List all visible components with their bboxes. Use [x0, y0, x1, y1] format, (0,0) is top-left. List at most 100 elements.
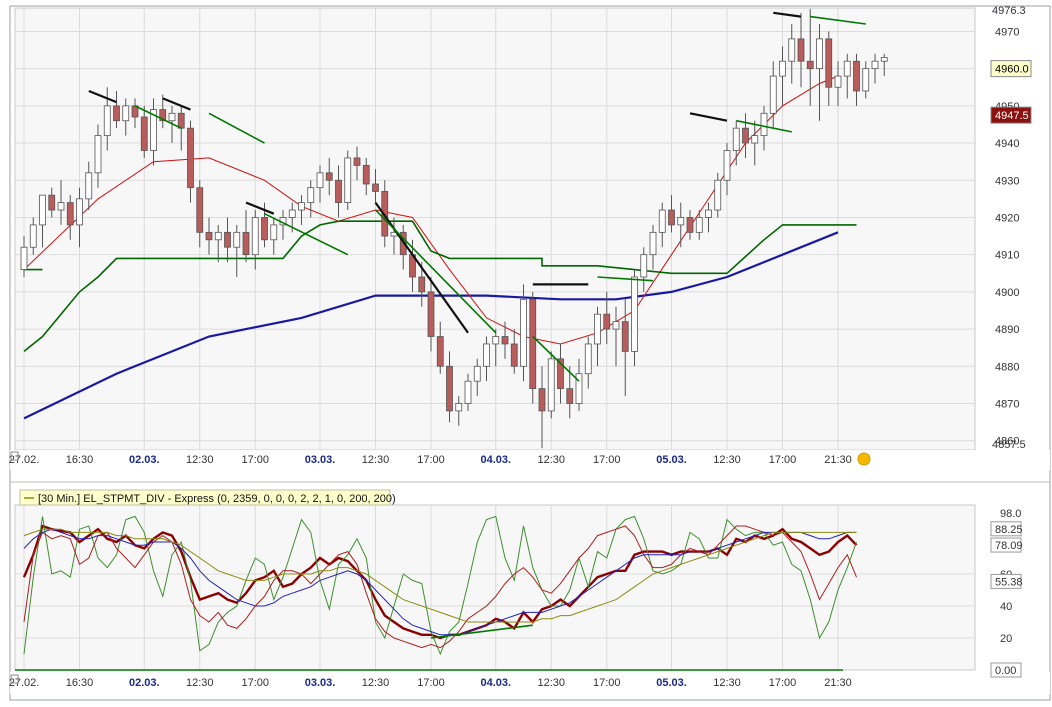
candle — [298, 195, 305, 225]
indicator-series-line-3 — [23, 528, 857, 636]
candle-body — [584, 343, 592, 375]
price-x-tick-label: 12:30 — [537, 454, 565, 466]
candle — [631, 269, 638, 367]
candle-body — [362, 164, 370, 185]
candle — [695, 210, 703, 240]
price-trendline — [208, 112, 265, 144]
candle — [150, 98, 157, 166]
candle-body — [473, 365, 481, 382]
indicator-marker-box — [990, 521, 1022, 537]
price-y-tick-label: 4860 — [995, 436, 1019, 448]
candle-body — [436, 336, 444, 367]
candle — [788, 23, 796, 84]
price-trendline — [264, 212, 349, 256]
price-series-line-1 — [23, 75, 839, 345]
price-x-tick-label: 04.03. — [480, 454, 511, 466]
price-trendline — [374, 201, 469, 334]
candle-body — [714, 179, 722, 211]
candle-body — [529, 298, 537, 390]
candle — [233, 224, 241, 277]
indicator-x-tick-label: 17:00 — [769, 677, 797, 689]
price-x-tick-label: 12:30 — [362, 454, 390, 466]
candle-body — [871, 60, 879, 70]
indicator-trendline — [430, 624, 533, 639]
candle — [806, 9, 814, 106]
candle-body — [298, 202, 305, 211]
candle — [603, 291, 611, 344]
candle-body — [594, 313, 601, 345]
candle — [372, 169, 379, 203]
candle — [732, 120, 740, 166]
candle — [29, 217, 37, 255]
price-marker-label: 4947.5 — [995, 110, 1029, 122]
candle-body — [797, 38, 805, 62]
candle-body — [187, 127, 194, 189]
candle-body — [39, 194, 46, 226]
candle-body — [557, 358, 564, 390]
candle-body — [686, 217, 694, 233]
indicator-time-axis-bg — [10, 672, 1050, 694]
candle — [742, 113, 749, 158]
candle — [612, 306, 620, 367]
candle — [760, 105, 768, 151]
indicator-x-tick-label: 17:00 — [417, 677, 445, 689]
candle-body — [612, 321, 620, 330]
candle — [446, 351, 453, 423]
candle — [677, 202, 685, 248]
candle — [196, 180, 204, 248]
candle-body — [695, 217, 703, 233]
candle-body — [103, 105, 111, 137]
candle — [187, 120, 194, 203]
price-trendline — [810, 15, 866, 25]
indicator-x-tick-label: 02.03. — [129, 677, 160, 689]
price-trendline — [374, 209, 497, 334]
price-pane — [14, 7, 976, 451]
candle — [668, 195, 675, 233]
candle-body — [464, 380, 472, 404]
indicator-marker-label: 78.09 — [995, 540, 1023, 552]
candle — [113, 90, 120, 129]
candle-body — [640, 254, 648, 278]
candle-body — [113, 105, 120, 122]
candle-body — [159, 109, 167, 122]
candle — [566, 366, 574, 419]
candle — [575, 358, 583, 411]
candle-body — [723, 150, 731, 181]
candle — [853, 53, 860, 106]
candle-body — [510, 343, 518, 367]
candle-body — [66, 202, 74, 226]
price-y-max-label: 4976.3 — [992, 5, 1026, 17]
candle — [649, 224, 657, 270]
candle-body — [205, 231, 213, 241]
candle — [48, 187, 56, 218]
candle-body — [122, 105, 130, 122]
candle-body — [751, 135, 759, 144]
indicator-marker-box — [990, 662, 1022, 678]
candle-body — [760, 112, 768, 137]
candle-body — [853, 60, 860, 92]
candle — [464, 373, 472, 411]
candle-body — [150, 109, 157, 151]
candle — [538, 366, 546, 449]
candle — [94, 124, 102, 188]
candle — [880, 53, 888, 77]
price-marker-box — [990, 60, 1032, 78]
price-y-tick-label: 4930 — [995, 175, 1019, 187]
candle — [436, 321, 444, 374]
price-x-tick-label: 02.03. — [129, 454, 160, 466]
price-y-tick-label: 4900 — [995, 287, 1019, 299]
candle-body — [196, 187, 204, 233]
indicator-series-line-4 — [23, 528, 857, 623]
price-trendline — [134, 105, 182, 129]
candle — [510, 329, 518, 374]
candle-body — [492, 336, 500, 345]
price-x-tick-label: 27.02. — [9, 454, 40, 466]
candle — [529, 291, 537, 404]
candle — [492, 329, 500, 367]
candle-body — [843, 60, 851, 77]
candle-body — [732, 127, 740, 151]
indicator-title-box — [19, 489, 391, 506]
candle-body — [603, 313, 611, 330]
indicator-series-line-1 — [23, 515, 857, 656]
candle — [825, 31, 833, 106]
